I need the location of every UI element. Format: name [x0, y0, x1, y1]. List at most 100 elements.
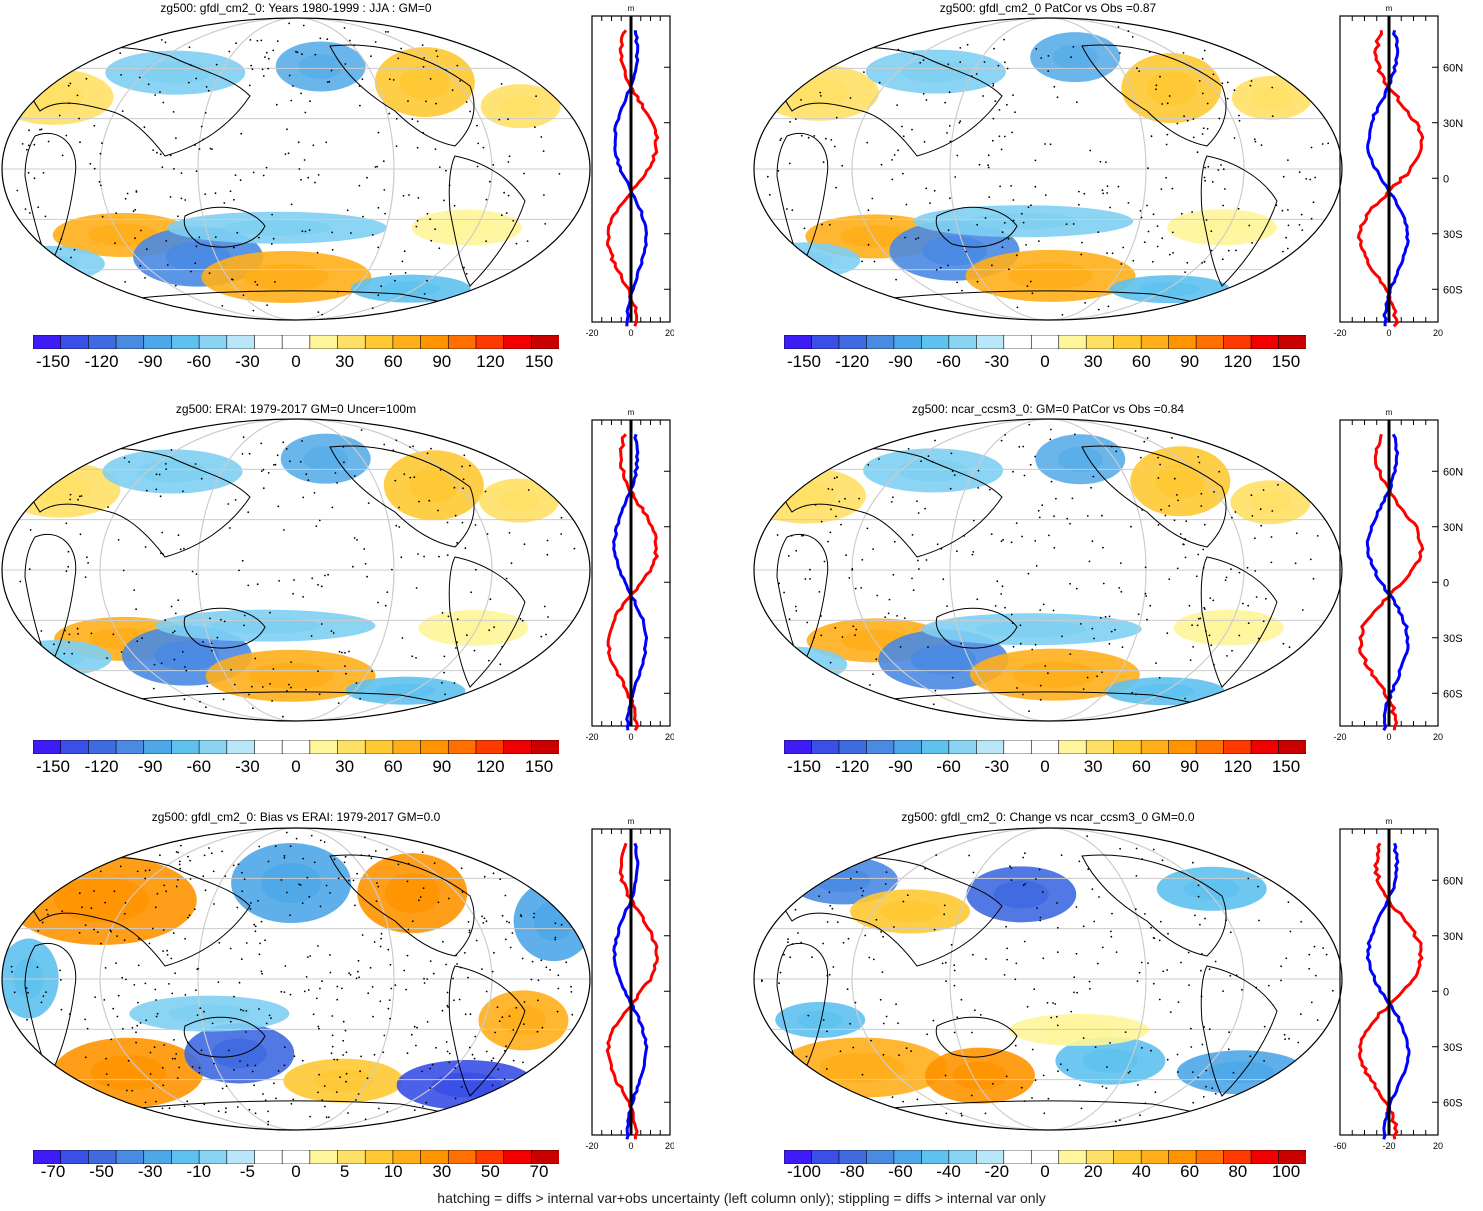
stipple-dot: [181, 651, 184, 653]
stipple-dot: [1217, 169, 1220, 171]
stipple-dot: [794, 605, 797, 608]
anomaly-core: [243, 264, 329, 291]
stipple-dot: [1214, 960, 1217, 963]
stipple-dot: [573, 547, 576, 550]
stipple-dot: [841, 636, 844, 638]
stipple-dot: [377, 246, 380, 249]
stipple-dot: [1075, 101, 1078, 104]
stipple-dot: [1117, 185, 1120, 188]
stipple-dot: [1012, 219, 1015, 222]
stipple-dot: [1155, 88, 1157, 91]
stipple-dot: [849, 1022, 851, 1025]
anomaly-core: [819, 1052, 905, 1083]
stipple-dot: [1285, 957, 1288, 960]
stipple-dot: [1203, 523, 1206, 526]
anomaly-core: [380, 281, 441, 296]
stipple-dot: [1041, 891, 1044, 893]
colorbar-box: [364, 740, 394, 754]
stipple-dot: [1135, 875, 1138, 877]
stipple-dot: [1022, 693, 1024, 696]
stipple-dot: [1091, 888, 1094, 891]
colorbar-tick-label: -90: [137, 352, 163, 371]
stipple-dot: [124, 197, 127, 200]
colorbar-box: [838, 740, 868, 754]
stipple-dot: [422, 131, 425, 134]
stipple-dot: [317, 670, 319, 673]
stipple-dot: [262, 1093, 264, 1095]
stipple-dot: [1202, 567, 1205, 569]
profile-curve-blue: [612, 433, 649, 731]
stipple-dot: [1226, 81, 1229, 84]
profile-y-tick-label: 30N: [1443, 522, 1463, 534]
stipple-dot: [1030, 204, 1032, 207]
stipple-dot: [1031, 1048, 1034, 1051]
stipple-dot: [53, 643, 55, 646]
stipple-dot: [389, 963, 392, 966]
stipple-dot: [1222, 204, 1224, 207]
stipple-dot: [64, 629, 66, 632]
colorbar-box: [893, 335, 923, 349]
profile-x-tick-label: 20: [1433, 732, 1443, 742]
stipple-dot: [1037, 509, 1040, 512]
stipple-dot: [44, 215, 47, 218]
stipple-dot: [895, 1003, 897, 1006]
stipple-dot: [366, 176, 368, 179]
stipple-dot: [264, 939, 266, 942]
stipple-dot: [869, 684, 871, 686]
stipple-dot: [956, 154, 959, 157]
stipple-dot: [1196, 624, 1199, 627]
stipple-dot: [1160, 920, 1162, 923]
stipple-dot: [911, 577, 913, 580]
stipple-dot: [421, 851, 424, 853]
stipple-dot: [446, 1004, 449, 1007]
stipple-dot: [161, 166, 164, 169]
stipple-dot: [303, 990, 306, 993]
stipple-dot: [1205, 1085, 1207, 1088]
anomaly-core: [976, 621, 1087, 638]
stipple-dot: [137, 938, 140, 940]
stipple-dot: [371, 307, 374, 309]
stipple-dot: [298, 168, 301, 170]
stipple-dot: [267, 1120, 270, 1123]
profile-curve-red: [1356, 30, 1425, 328]
stipple-dot: [972, 519, 975, 522]
stipple-dot: [423, 982, 426, 984]
stipple-dot: [293, 579, 295, 581]
stipple-dot: [947, 63, 950, 66]
stipple-dot: [1012, 94, 1014, 96]
stipple-dot: [61, 154, 64, 157]
stipple-dot: [345, 1051, 348, 1054]
stipple-dot: [1225, 919, 1227, 921]
stipple-dot: [469, 1013, 472, 1016]
stipple-dot: [485, 1050, 488, 1053]
stipple-dot: [978, 163, 981, 166]
stipple-dot: [336, 1058, 339, 1061]
stipple-dot: [818, 895, 820, 897]
stipple-dot: [105, 1073, 108, 1075]
stipple-dot: [1156, 245, 1159, 248]
stipple-dot: [16, 189, 19, 192]
stipple-dot: [317, 945, 319, 947]
stipple-dot: [363, 548, 366, 550]
colorbar-tick-label: 90: [1180, 352, 1200, 371]
stipple-dot: [347, 1112, 349, 1114]
coastline: [19, 46, 251, 157]
stipple-dot: [950, 452, 953, 455]
stipple-dot: [248, 1108, 251, 1111]
stipple-dot: [261, 68, 264, 71]
stipple-dot: [77, 498, 79, 501]
stipple-dot: [195, 989, 197, 991]
stipple-dot: [1134, 430, 1137, 432]
stipple-dot: [848, 577, 851, 579]
stipple-dot: [1141, 858, 1144, 860]
stipple-dot: [476, 165, 479, 168]
stipple-dot: [407, 100, 409, 102]
stipple-dot: [65, 134, 68, 137]
stipple-dot: [452, 977, 454, 980]
stipple-dot: [278, 580, 280, 582]
stipple-dot: [1249, 84, 1252, 87]
stipple-dot: [358, 184, 361, 187]
stipple-dot: [160, 552, 162, 555]
stipple-dot: [384, 31, 387, 33]
stipple-dot: [154, 94, 157, 96]
